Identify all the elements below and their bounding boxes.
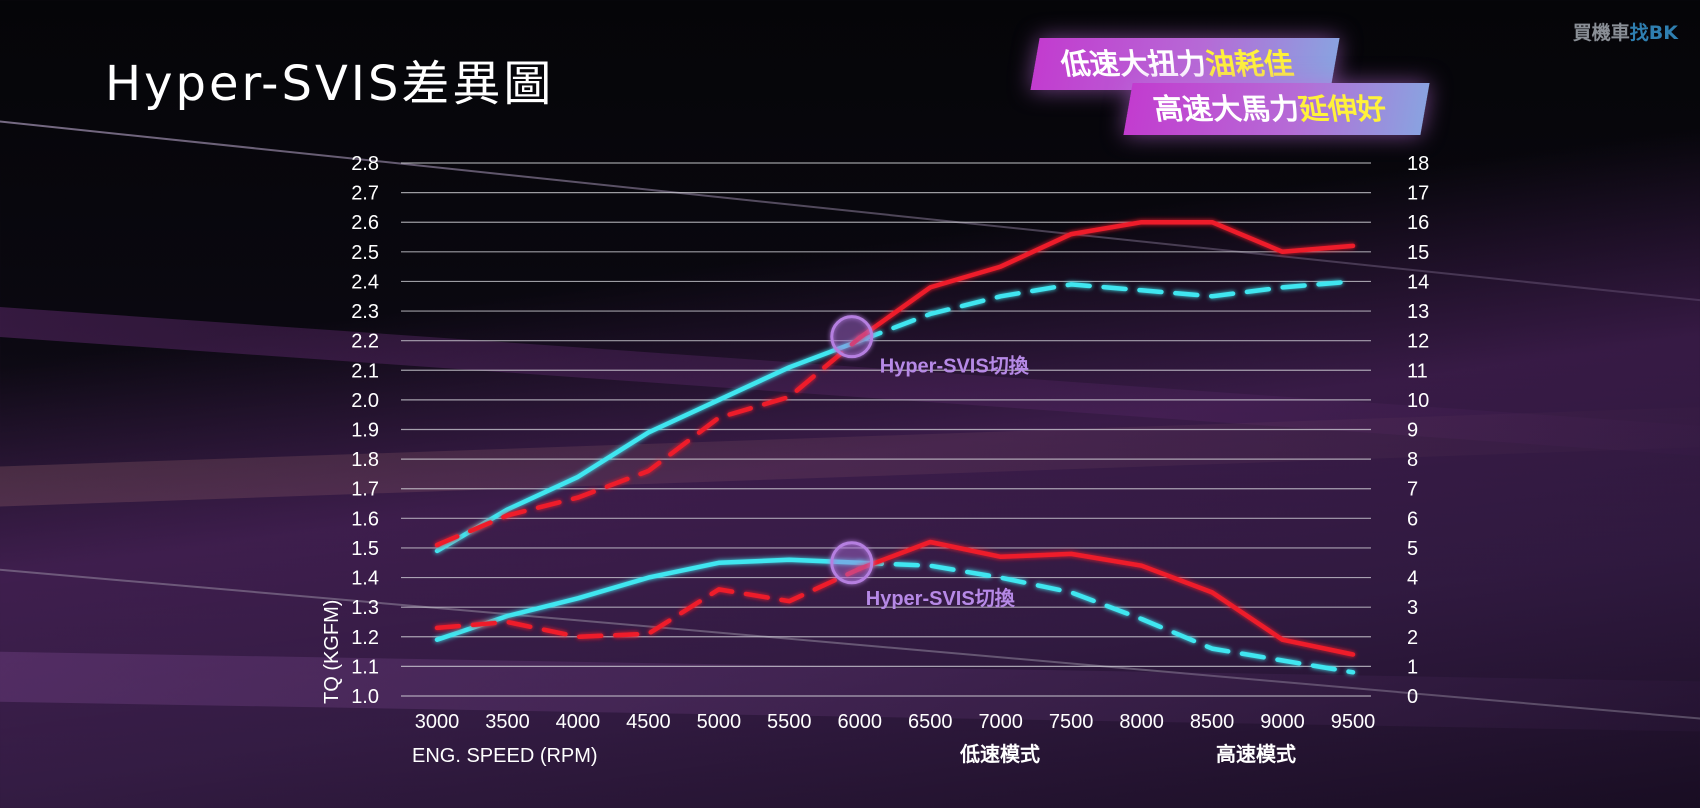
y-tick-label: 2.2	[351, 331, 379, 353]
y2-tick-label: 1	[1407, 656, 1418, 678]
y2-tick-label: 17	[1407, 183, 1429, 205]
y2-tick-label: 11	[1407, 360, 1428, 382]
switch-marker-circle	[830, 315, 874, 359]
y2-tick-label: 15	[1407, 242, 1429, 264]
y2-tick-label: 7	[1407, 479, 1418, 501]
series-2-line-b	[857, 560, 1356, 675]
x-tick-label: 4500	[626, 711, 671, 733]
switch-annotation: Hyper-SVIS切換	[880, 354, 1030, 378]
y2-tick-label: 9	[1407, 420, 1418, 442]
y-tick-label: 1.9	[351, 420, 379, 442]
x-tick-label: 8500	[1190, 711, 1235, 733]
y2-tick-label: 14	[1407, 271, 1429, 293]
y-tick-label: 1.4	[351, 568, 379, 590]
y-tick-label: 1.0	[351, 686, 379, 708]
y-tick-label: 2.6	[351, 212, 379, 234]
series-0-line-a	[434, 338, 863, 554]
series-1-line-b	[857, 219, 1356, 340]
y-tick-label: 2.3	[351, 301, 379, 323]
x-tick-label: 9500	[1331, 711, 1376, 733]
switch-annotation: Hyper-SVIS切換	[866, 586, 1016, 610]
x-tick-label: 5000	[697, 711, 742, 733]
y-tick-label: 2.1	[351, 360, 379, 382]
x-tick-label: 6500	[908, 711, 953, 733]
y-tick-label: 1.5	[351, 538, 379, 560]
y2-tick-label: 6	[1407, 508, 1418, 530]
watermark-main: 買機車	[1572, 22, 1630, 44]
y-axis-title: TQ (KGFM)	[321, 600, 343, 704]
y2-tick-label: 18	[1407, 153, 1429, 175]
y2-tick-label: 2	[1407, 627, 1418, 649]
x-tick-label: 8000	[1119, 711, 1164, 733]
x-tick-label: 9000	[1260, 711, 1305, 733]
y2-tick-label: 13	[1407, 301, 1429, 323]
y-tick-label: 2.8	[351, 153, 379, 175]
y-tick-label: 2.7	[351, 183, 379, 205]
y2-tick-label: 8	[1407, 449, 1418, 471]
y-tick-label: 1.3	[351, 597, 379, 619]
y2-tick-label: 4	[1407, 568, 1418, 590]
y-tick-label: 2.0	[351, 390, 379, 412]
y-tick-label: 1.8	[351, 449, 379, 471]
y-tick-label: 1.6	[351, 508, 379, 530]
x-tick-label: 3500	[485, 711, 530, 733]
x-tick-label: 7500	[1049, 711, 1094, 733]
x-tick-label: 5500	[767, 711, 812, 733]
y-tick-label: 1.7	[351, 479, 379, 501]
series-3-line-b	[857, 539, 1356, 657]
legend-label: 低速模式	[959, 742, 1040, 766]
y2-tick-label: 3	[1407, 597, 1418, 619]
y2-tick-label: 5	[1407, 538, 1418, 560]
y-tick-label: 1.2	[351, 627, 379, 649]
x-tick-label: 3000	[415, 711, 460, 733]
legend-label: 高速模式	[1216, 742, 1296, 766]
switch-marker-circle	[830, 541, 874, 585]
y2-tick-label: 0	[1407, 686, 1418, 708]
page-title: Hyper-SVIS差異圖	[105, 56, 555, 112]
watermark-logo: 買機車找BK	[1573, 18, 1678, 45]
x-axis-title: ENG. SPEED (RPM)	[412, 745, 598, 767]
x-tick-label: 7000	[978, 711, 1023, 733]
x-tick-label: 4000	[556, 711, 601, 733]
series-0-line-b	[857, 279, 1356, 343]
y-tick-label: 2.4	[351, 271, 379, 293]
x-tick-label: 6000	[838, 711, 883, 733]
watermark-accent: 找BK	[1629, 22, 1678, 44]
y-tick-label: 1.1	[351, 656, 379, 678]
y-tick-label: 2.5	[351, 242, 379, 264]
y2-tick-label: 12	[1407, 331, 1429, 353]
y2-tick-label: 16	[1407, 212, 1429, 234]
y2-tick-label: 10	[1407, 390, 1429, 412]
